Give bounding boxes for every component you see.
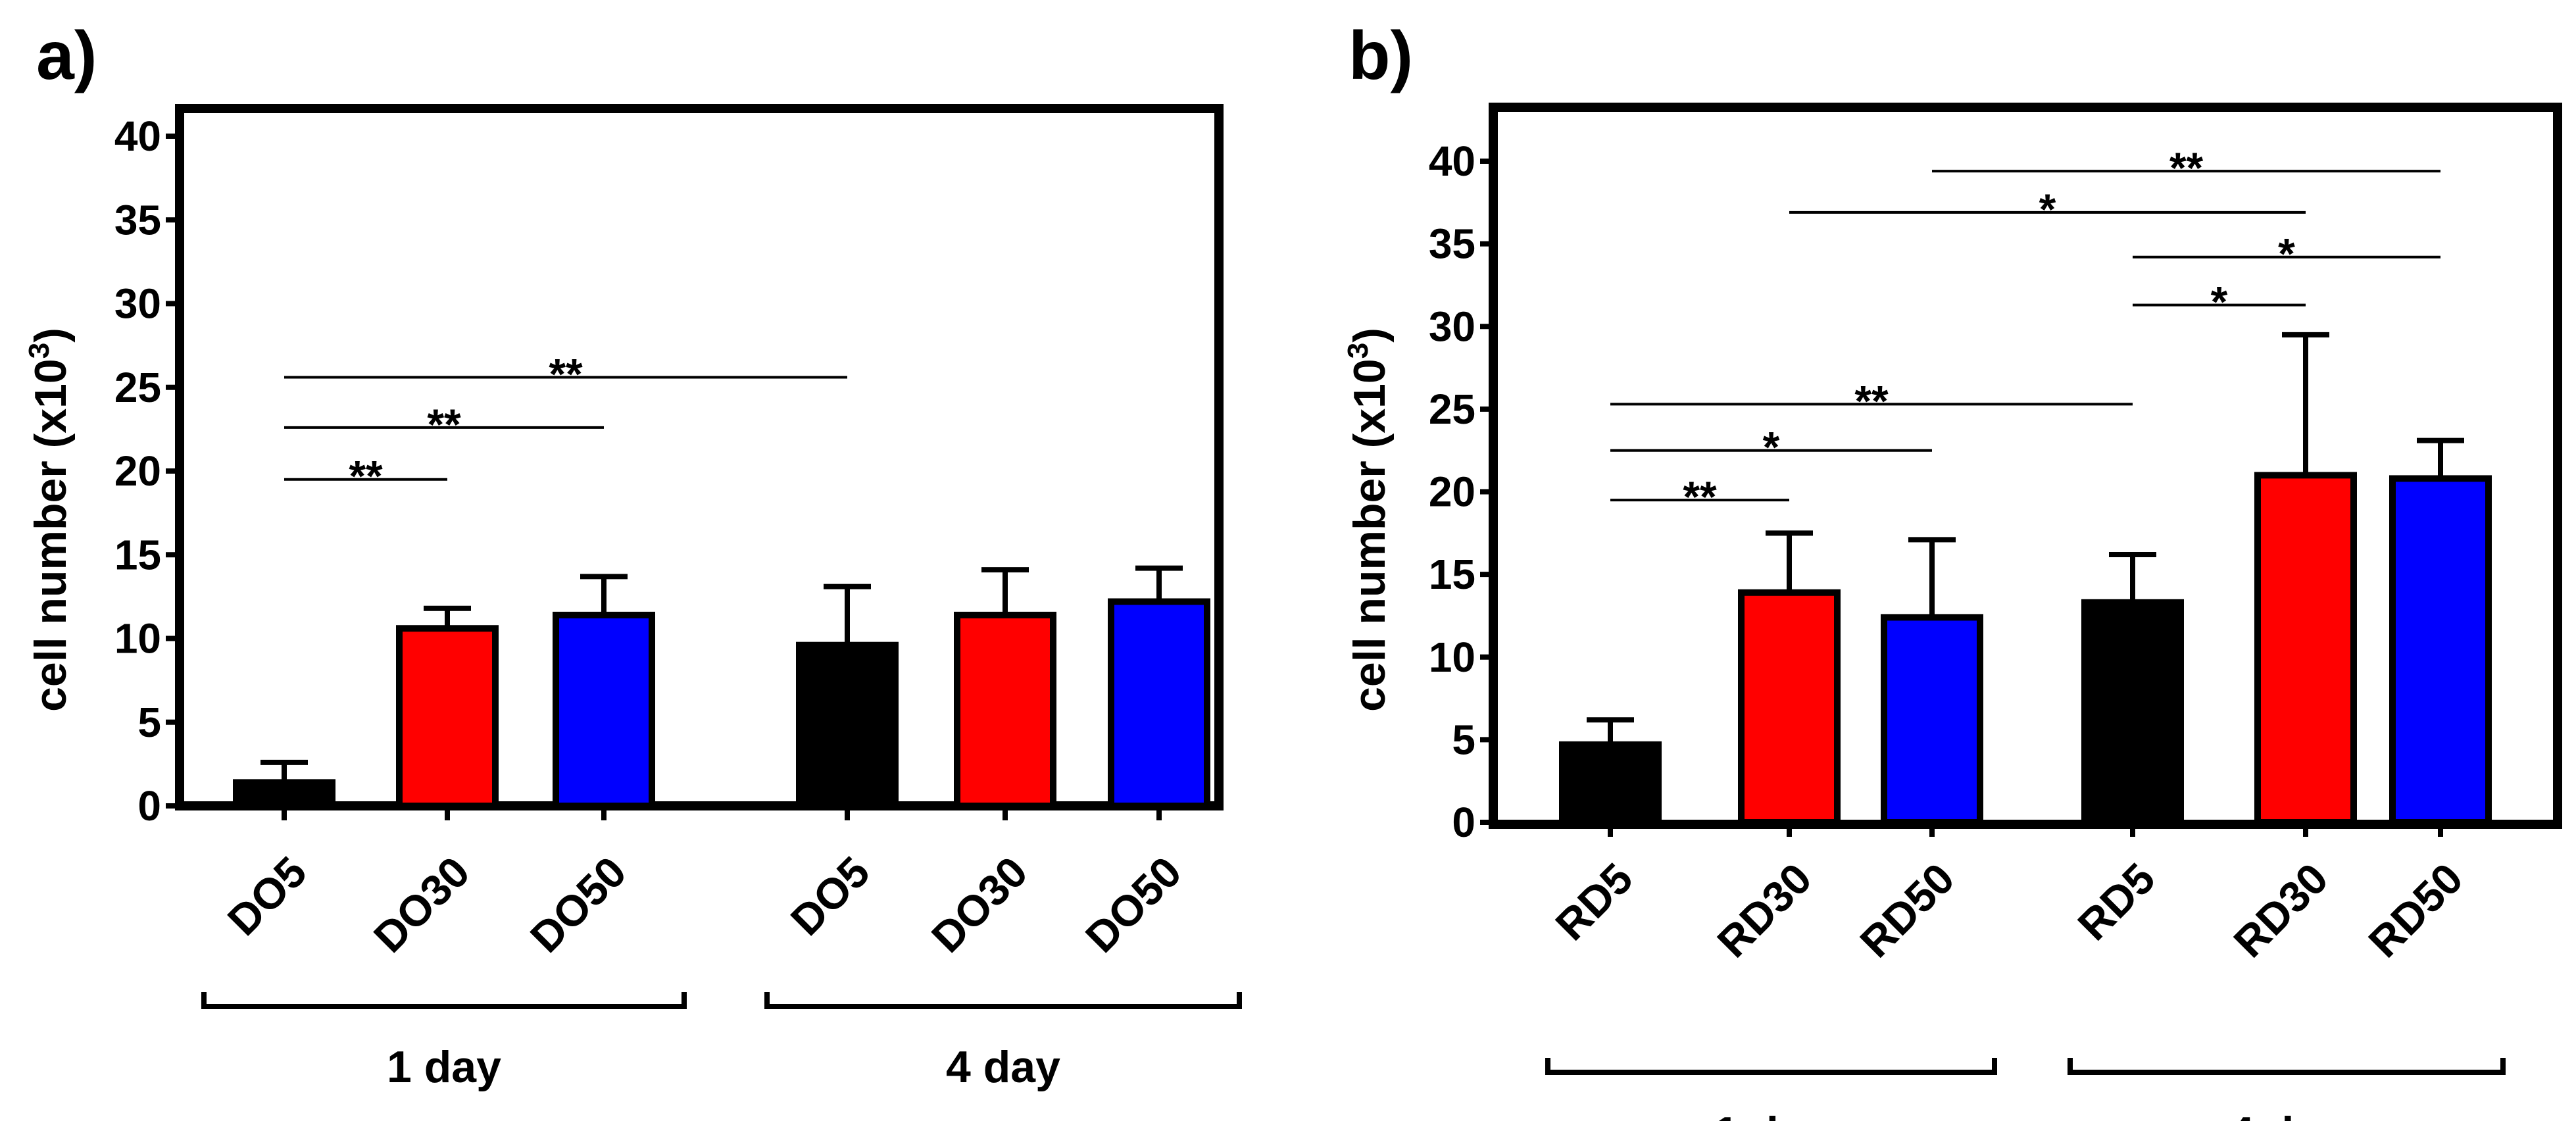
- svg-text:cell number (x103): cell number (x103): [23, 328, 76, 712]
- panel-b-x-tick-label: RD50: [2359, 854, 2472, 967]
- panel-a-group-label: 1 day: [387, 1042, 501, 1092]
- panel-a-y-tick-label: 25: [114, 364, 161, 411]
- panel-b-x-tick-label: RD30: [1708, 854, 1821, 967]
- panel-b-group-label: 4 day: [2229, 1108, 2344, 1121]
- panel-b-significance-marker: *: [2039, 185, 2056, 234]
- panel-a-y-tick-label: 40: [114, 112, 161, 160]
- panel-a-y-tick-label: 5: [137, 699, 161, 746]
- panel-a-x-tick-label: DO5: [781, 847, 879, 945]
- panel-b-significance-marker: **: [1683, 472, 1717, 521]
- panel-a-bar-do50: [553, 611, 655, 809]
- panel-b-y-tick-label: 10: [1429, 634, 1475, 681]
- panel-b-y-tick-label: 15: [1429, 551, 1475, 598]
- panel-b-y-tick-label: 0: [1452, 799, 1475, 846]
- panel-a-y-tick-label: 35: [114, 196, 161, 243]
- panel-a-bar-do30: [954, 611, 1056, 809]
- panel-b-group-label: 1 day: [1714, 1108, 1829, 1121]
- panel-a-label: a): [36, 18, 97, 94]
- panel-a-significance-brackets: ** ** **: [284, 349, 847, 501]
- panel-a-x-tick-label: DO50: [521, 847, 635, 962]
- panel-b-chart: b) cell number (x103) 0 5 10 15 20 25 30 35 40 *…: [1342, 18, 2562, 1121]
- panel-a-bar-do30: [396, 625, 499, 809]
- panel-b-y-axis-title: cell number (x103): [1342, 328, 1395, 712]
- panel-a-x-tick-label: DO5: [218, 847, 316, 945]
- panel-a-y-tick-label: 0: [137, 782, 161, 830]
- panel-a-y-tick-label: 30: [114, 280, 161, 328]
- panel-b-x-tick-label: RD5: [1546, 854, 1642, 950]
- panel-b-y-tick-label: 30: [1429, 303, 1475, 350]
- panel-a-group-label: 4 day: [946, 1042, 1060, 1092]
- panel-b-bar-rd30: [1738, 589, 1841, 826]
- panel-a-bar-do5: [796, 641, 899, 809]
- panel-b-x-tick-label: RD5: [2068, 854, 2164, 950]
- panel-b-y-axis-ticks: 0 5 10 15 20 25 30 35 40: [1429, 137, 1493, 846]
- panel-a-y-axis-title-superscript: 3: [23, 343, 55, 359]
- panel-a-significance-marker: **: [427, 400, 461, 449]
- panel-b-x-tick-labels: RD5 RD30 RD50 RD5 RD30 RD50: [1546, 854, 2472, 967]
- panel-a-group-brackets: 1 day 4 day: [201, 992, 1242, 1092]
- panel-b-bar-rd5: [2081, 599, 2184, 826]
- panel-b-y-tick-label: 40: [1429, 137, 1475, 185]
- panel-a-bar-do5: [233, 779, 335, 809]
- panel-a-significance-marker: **: [349, 452, 383, 501]
- panel-a-bars: [233, 565, 1210, 820]
- panel-a-significance-marker: **: [549, 349, 583, 398]
- panel-b-bar-rd50: [1881, 614, 1983, 826]
- panel-b-y-axis-title-text: cell number (x10: [1345, 359, 1395, 712]
- panel-b-significance-marker: *: [2278, 230, 2295, 278]
- panel-a-y-tick-label: 15: [114, 531, 161, 578]
- panel-b-significance-brackets: **********: [1610, 143, 2440, 521]
- panel-b-significance-marker: *: [1763, 423, 1780, 472]
- panel-a-y-axis-title: cell number (x103): [23, 328, 76, 712]
- panel-a-x-tick-label: DO30: [364, 847, 479, 962]
- panel-b-bar-rd5: [1559, 741, 1662, 826]
- panel-b-x-tick-label: RD30: [2224, 854, 2337, 967]
- panel-a-y-tick-label: 20: [114, 447, 161, 495]
- panel-b-group-brackets: 1 day 4 day: [1545, 1058, 2506, 1121]
- panel-a-plot-frame: [175, 104, 1224, 810]
- panel-b-label: b): [1349, 18, 1413, 94]
- panel-b-x-tick-label: RD50: [1850, 854, 1964, 967]
- panel-b-significance-marker: **: [2169, 143, 2204, 192]
- panel-a-x-tick-label: DO50: [1076, 847, 1191, 962]
- svg-text:cell number (x103): cell number (x103): [1342, 328, 1395, 712]
- panel-b-plot-frame: [1489, 103, 2562, 829]
- panel-a-y-tick-label: 10: [114, 615, 161, 662]
- panel-a-chart: a) cell number (x103) 0 5 10 15 20 25 30 35 40 *…: [23, 18, 1242, 1092]
- panel-b-significance-marker: **: [1854, 376, 1889, 425]
- panel-a-bar-do50: [1108, 598, 1210, 809]
- panel-b-significance-marker: *: [2211, 278, 2228, 326]
- panel-b-y-tick-label: 25: [1429, 386, 1475, 433]
- panel-b-y-axis-title-close: ): [1345, 328, 1395, 343]
- panel-a-y-axis-title-close: ): [26, 328, 76, 343]
- panel-b-y-axis-title-superscript: 3: [1342, 343, 1374, 359]
- panel-b-bar-rd30: [2254, 472, 2357, 826]
- panel-b-y-tick-label: 5: [1452, 716, 1475, 763]
- panel-b-bar-rd50: [2389, 475, 2492, 826]
- panel-a-y-axis-title-text: cell number (x10: [26, 359, 76, 712]
- panel-b-bars: [1559, 332, 2492, 837]
- panel-a-x-tick-labels: DO5 DO30 DO50 DO5 DO30 DO50: [218, 847, 1191, 962]
- panel-b-y-tick-label: 20: [1429, 468, 1475, 516]
- panel-a-y-axis-ticks: 0 5 10 15 20 25 30 35 40: [114, 112, 180, 830]
- panel-a-x-tick-label: DO30: [922, 847, 1037, 962]
- panel-b-y-tick-label: 35: [1429, 220, 1475, 268]
